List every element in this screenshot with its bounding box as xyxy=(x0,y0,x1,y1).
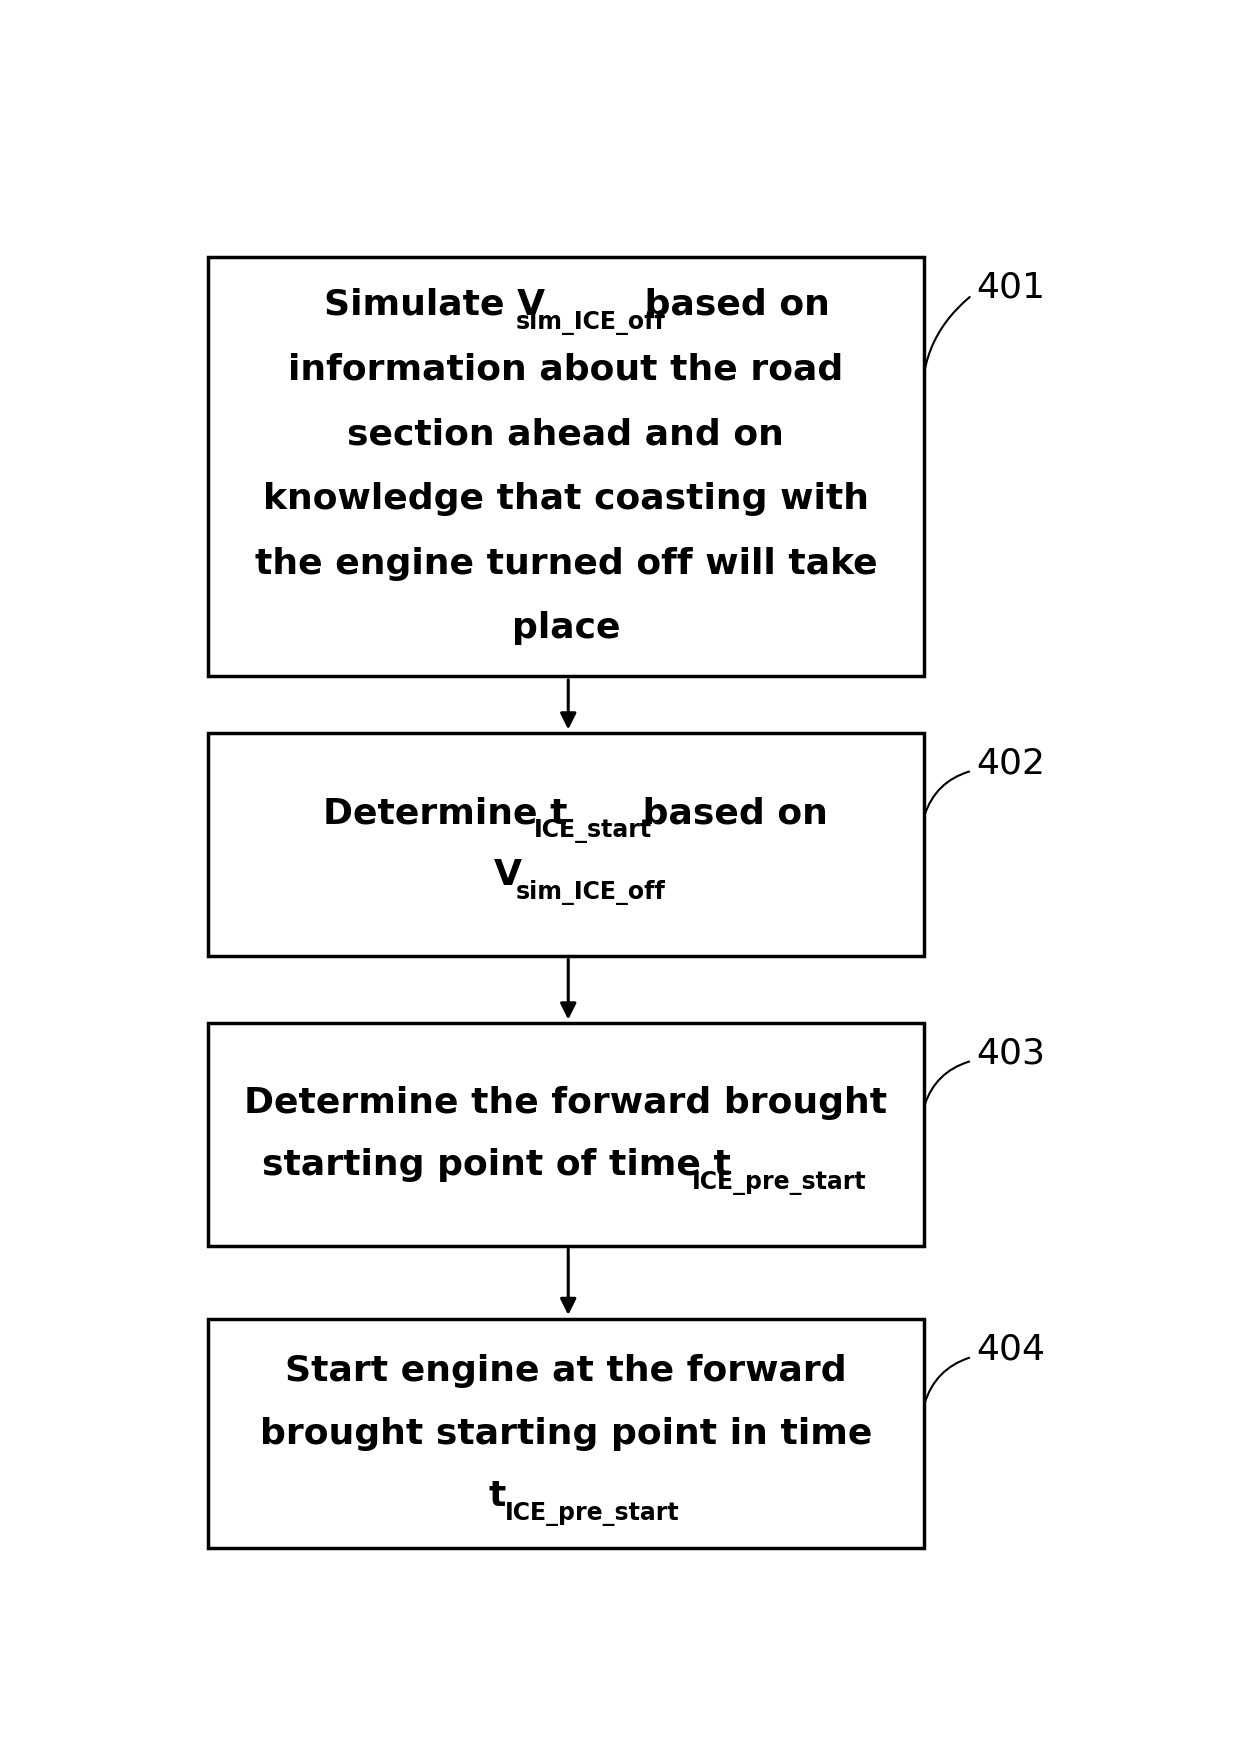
Text: place: place xyxy=(512,611,620,645)
Text: Determine the forward brought: Determine the forward brought xyxy=(244,1086,888,1120)
Text: section ahead and on: section ahead and on xyxy=(347,417,784,452)
Text: 402: 402 xyxy=(977,746,1045,780)
Text: Start engine at the forward: Start engine at the forward xyxy=(285,1354,847,1389)
Text: sim_ICE_off: sim_ICE_off xyxy=(516,881,666,906)
Text: 401: 401 xyxy=(977,272,1045,305)
FancyBboxPatch shape xyxy=(208,1319,924,1549)
Text: 403: 403 xyxy=(977,1037,1045,1070)
Text: based on: based on xyxy=(630,795,827,830)
Text: starting point of time t: starting point of time t xyxy=(263,1149,732,1183)
Text: sim_ICE_off: sim_ICE_off xyxy=(516,310,666,335)
Text: information about the road: information about the road xyxy=(288,352,843,387)
Text: the engine turned off will take: the engine turned off will take xyxy=(254,547,877,580)
Text: Determine t: Determine t xyxy=(322,795,567,830)
Text: ICE_start: ICE_start xyxy=(534,818,652,843)
Text: V: V xyxy=(494,858,522,892)
Text: ICE_pre_start: ICE_pre_start xyxy=(692,1170,867,1195)
Text: knowledge that coasting with: knowledge that coasting with xyxy=(263,482,869,515)
FancyBboxPatch shape xyxy=(208,258,924,676)
Text: t: t xyxy=(489,1479,506,1514)
Text: ICE_pre_start: ICE_pre_start xyxy=(505,1501,680,1526)
Text: 404: 404 xyxy=(977,1333,1045,1367)
FancyBboxPatch shape xyxy=(208,732,924,955)
Text: based on: based on xyxy=(632,287,831,322)
Text: brought starting point in time: brought starting point in time xyxy=(259,1417,872,1451)
FancyBboxPatch shape xyxy=(208,1023,924,1246)
Text: Simulate V: Simulate V xyxy=(324,287,544,322)
